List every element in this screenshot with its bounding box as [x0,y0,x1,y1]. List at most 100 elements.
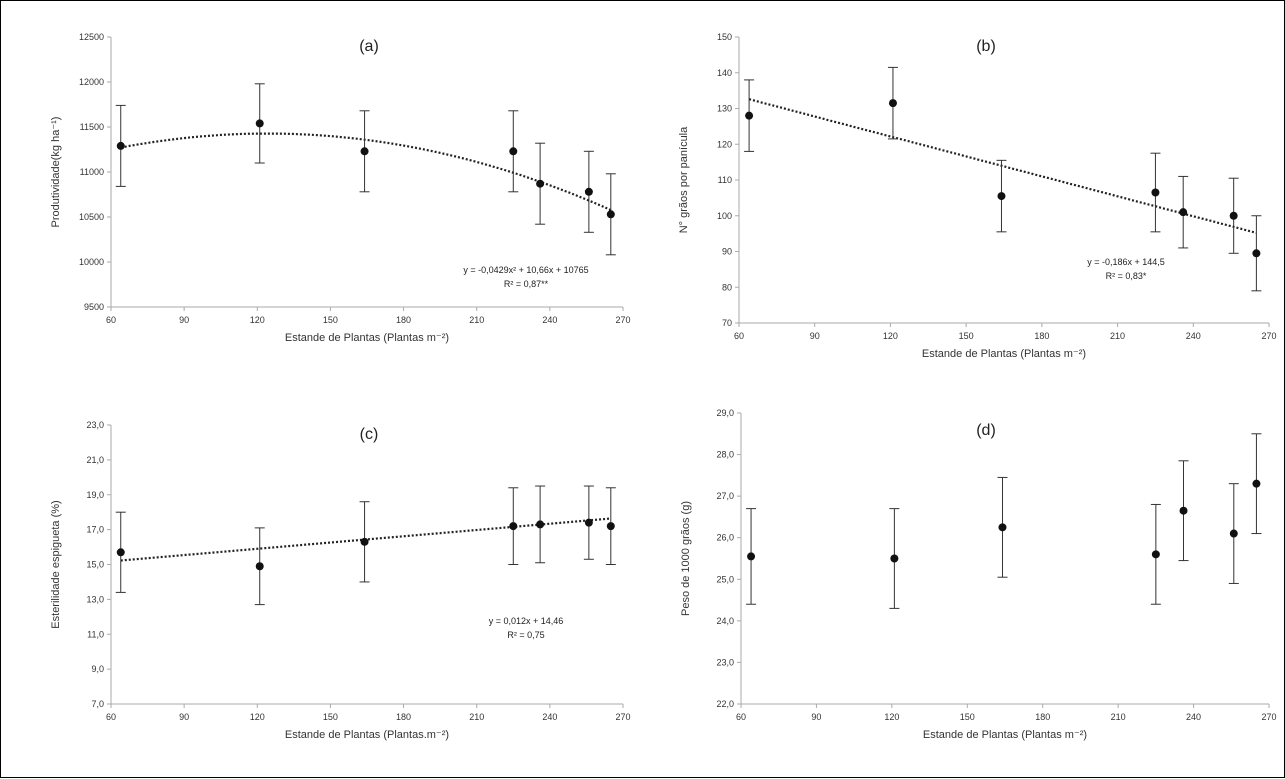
data-point [360,147,369,156]
y-tick-label: 9,0 [91,664,104,674]
equation-text: R² = 0,75 [507,630,544,640]
y-axis-label: Peso de 1000 grãos (g) [680,501,692,616]
x-tick-label: 90 [811,712,821,722]
data-point [116,548,125,557]
y-tick-label: 21,0 [86,455,104,465]
x-tick-label: 120 [250,712,265,722]
x-tick-label: 150 [959,331,974,341]
y-tick-label: 13,0 [86,594,104,604]
y-tick-label: 10000 [79,257,104,267]
equation-text: y = -0,186x + 144,5 [1087,257,1165,267]
y-tick-label: 29,0 [716,408,734,418]
x-tick-label: 60 [106,315,116,325]
y-tick-label: 25,0 [716,574,734,584]
x-tick-label: 60 [736,712,746,722]
y-tick-label: 70 [722,318,732,328]
data-point [360,537,369,546]
y-tick-label: 19,0 [86,490,104,500]
data-point [997,192,1006,201]
x-tick-label: 150 [960,712,975,722]
y-tick-label: 12000 [79,77,104,87]
data-point [998,523,1007,532]
panel-title: (b) [976,38,996,55]
x-tick-label: 210 [1110,331,1125,341]
y-tick-label: 22,0 [716,699,734,709]
x-tick-label: 60 [106,712,116,722]
y-tick-label: 130 [717,104,732,114]
x-tick-label: 210 [469,712,484,722]
data-point [888,99,897,108]
x-tick-label: 240 [542,315,557,325]
data-point [584,518,593,527]
y-tick-label: 9500 [84,302,104,312]
data-point [745,111,754,120]
y-tick-label: 26,0 [716,533,734,543]
y-axis-label: Produtividade(kg ha⁻¹) [50,117,62,228]
y-tick-label: 7,0 [91,699,104,709]
data-point [1229,529,1238,538]
x-tick-label: 90 [810,331,820,341]
y-tick-label: 11000 [80,167,104,177]
x-axis-label: Estande de Plantas (Plantas m⁻²) [285,332,449,344]
x-axis-label: Estande de Plantas (Plantas.m⁻²) [285,729,449,741]
y-tick-label: 140 [717,68,732,78]
trend-line [748,98,1257,234]
x-tick-label: 240 [1186,331,1201,341]
data-point [1252,249,1261,258]
y-tick-label: 120 [717,139,732,149]
y-tick-label: 24,0 [716,616,734,626]
data-point [1252,479,1261,488]
x-tick-label: 270 [1261,331,1276,341]
panel-b: 70 80 90 100 110 120 130 140 150 60 90 120 150 180 210… [678,32,1277,360]
x-tick-label: 240 [1186,712,1201,722]
y-tick-label: 11,0 [87,629,104,639]
x-tick-label: 120 [883,331,898,341]
equation-text: y = 0,012x + 14,46 [489,616,564,626]
x-tick-label: 180 [1034,331,1049,341]
x-tick-label: 270 [1261,712,1276,722]
data-point [509,147,518,156]
panel-title: (c) [360,426,379,443]
panel-c: 7,0 9,0 11,0 13,0 15,0 17,0 19,0 21,0 23,0 60 90 12… [50,420,631,741]
data-point [116,141,125,150]
x-tick-label: 150 [323,712,338,722]
y-tick-label: 11500 [80,122,104,132]
panel-a: 9500 10000 10500 11000 11500 12000 12500 60 90 12… [50,32,631,344]
y-tick-label: 27,0 [716,491,734,501]
equation-text: y = -0,0429x² + 10,66x + 10765 [463,265,588,275]
y-tick-label: 28,0 [716,450,734,460]
x-tick-label: 210 [1111,712,1126,722]
data-point [255,562,264,571]
panel-d: 22,0 23,0 24,0 25,0 26,0 27,0 28,0 29,0 60 90 120 1… [680,408,1277,741]
y-tick-label: 23,0 [716,657,734,667]
x-tick-label: 90 [179,712,189,722]
data-point [606,210,615,219]
x-tick-label: 240 [542,712,557,722]
y-tick-label: 80 [722,282,732,292]
y-axis-label: N° grãos por panícula [678,126,690,233]
data-point [536,179,545,188]
panel-title: (a) [359,38,379,55]
y-tick-label: 90 [722,247,732,257]
x-tick-label: 180 [396,315,411,325]
x-tick-label: 150 [323,315,338,325]
y-tick-label: 110 [718,175,732,185]
y-tick-label: 10500 [79,212,104,222]
y-tick-label: 100 [717,211,732,221]
y-tick-label: 23,0 [86,420,104,430]
y-axis-label: Esterilidade espigueta (%) [50,500,62,628]
y-tick-label: 17,0 [86,525,104,535]
data-point [606,522,615,531]
x-axis-label: Estande de Plantas (Plantas m⁻²) [923,729,1087,741]
x-tick-label: 180 [1035,712,1050,722]
data-point [1151,188,1160,197]
data-point [1179,208,1188,217]
x-tick-label: 180 [396,712,411,722]
data-point [890,554,899,563]
panel-title: (d) [976,422,996,439]
data-point [584,187,593,196]
y-tick-label: 12500 [79,32,104,42]
x-tick-label: 120 [884,712,899,722]
data-point [536,520,545,529]
